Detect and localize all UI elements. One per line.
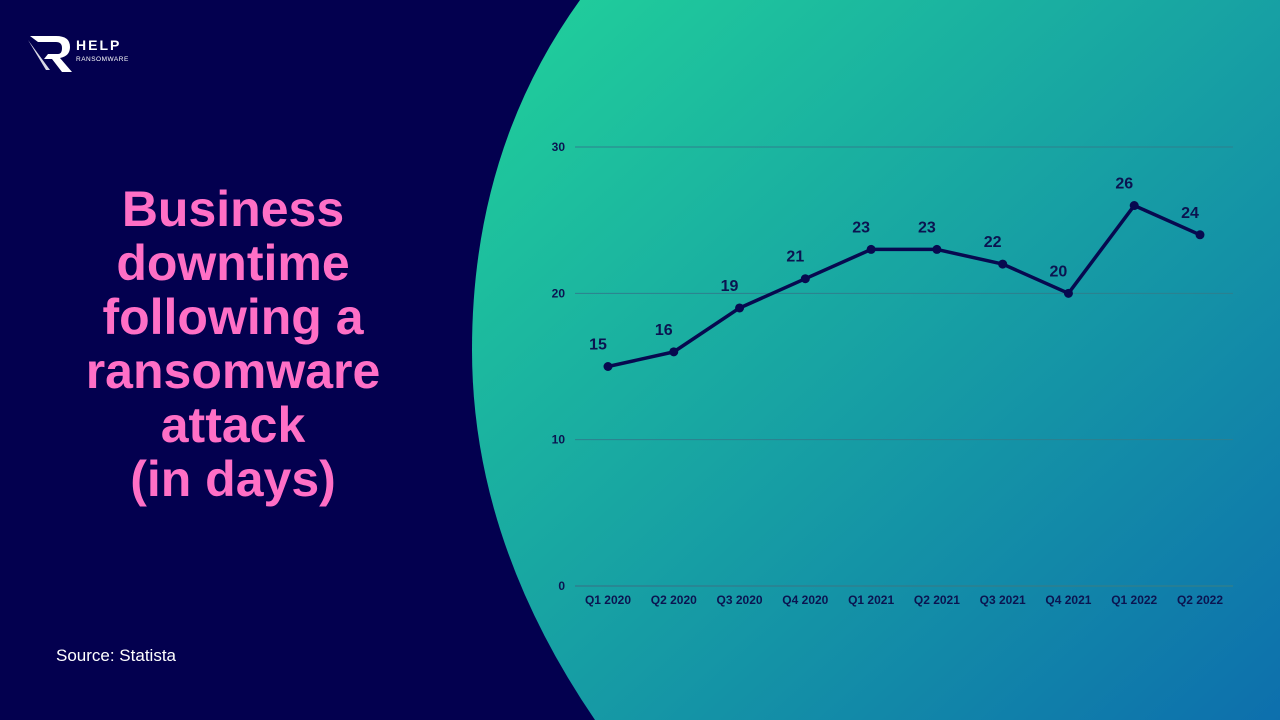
data-label: 22 <box>984 234 1002 251</box>
data-point <box>1195 230 1205 240</box>
x-tick-label: Q1 2022 <box>1111 593 1157 607</box>
x-tick-label: Q4 2021 <box>1045 593 1091 607</box>
data-label: 24 <box>1181 205 1199 222</box>
x-tick-label: Q4 2020 <box>782 593 828 607</box>
y-tick-label: 30 <box>552 140 566 154</box>
data-point <box>998 259 1008 269</box>
y-tick-label: 0 <box>558 579 565 593</box>
title-line: (in days) <box>130 451 336 507</box>
x-tick-label: Q2 2022 <box>1177 593 1223 607</box>
x-tick-label: Q2 2021 <box>914 593 960 607</box>
title-line: downtime <box>116 235 350 291</box>
data-point <box>800 274 810 284</box>
data-label: 26 <box>1115 176 1133 193</box>
data-point <box>735 303 745 313</box>
data-point <box>1129 201 1139 211</box>
data-label: 23 <box>852 219 870 236</box>
data-point <box>1063 288 1073 298</box>
x-tick-label: Q3 2021 <box>980 593 1026 607</box>
series-line <box>607 203 1201 369</box>
logo-r-icon <box>28 36 72 72</box>
data-point <box>669 347 679 357</box>
y-axis-ticks: 0 10 20 30 <box>552 140 566 593</box>
logo-tagline-text: RANSOMWARE <box>76 56 129 63</box>
x-tick-label: Q1 2021 <box>848 593 894 607</box>
data-label: 16 <box>655 322 673 339</box>
help-ransomware-logo: HELP RANSOMWARE <box>28 36 129 72</box>
x-tick-label: Q1 2020 <box>585 593 631 607</box>
title-line: ransomware <box>85 343 381 399</box>
data-point <box>603 362 613 371</box>
data-label: 15 <box>589 337 607 354</box>
x-tick-label: Q3 2020 <box>717 593 763 607</box>
teal-arc-panel <box>472 0 1280 720</box>
data-labels: 15 16 19 21 23 23 22 20 26 24 <box>589 176 1199 354</box>
y-tick-label: 10 <box>552 433 566 447</box>
title-line: following a <box>102 289 364 345</box>
y-tick-label: 20 <box>552 286 566 300</box>
data-label: 23 <box>918 219 936 236</box>
page-title: Business downtime following a ransomware… <box>20 182 446 506</box>
data-label: 20 <box>1050 263 1068 280</box>
logo-brand-text: HELP <box>76 37 121 53</box>
data-point <box>932 244 942 254</box>
series-downtime <box>603 201 1205 371</box>
data-label: 21 <box>786 249 804 266</box>
title-line: Business <box>121 181 345 237</box>
x-axis-ticks: Q1 2020 Q2 2020 Q3 2020 Q4 2020 Q1 2021 Q2 20… <box>585 593 1223 607</box>
gridlines <box>575 146 1233 587</box>
x-tick-label: Q2 2020 <box>651 593 697 607</box>
data-label: 19 <box>721 278 739 295</box>
source-note: Source: Statista <box>56 646 177 665</box>
title-line: attack <box>160 397 306 453</box>
data-point <box>866 244 876 254</box>
